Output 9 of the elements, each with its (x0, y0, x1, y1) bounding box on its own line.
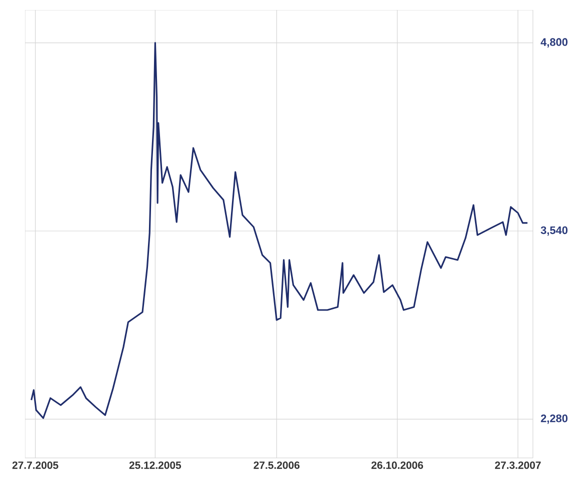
line-series (30, 42, 528, 419)
x-tick-label: 25.12.2005 (129, 462, 182, 469)
x-tick-label: 27.7.2005 (12, 462, 58, 469)
x-tick-label: 27.3.2007 (495, 462, 541, 469)
x-tick-label: 26.10.2006 (371, 462, 424, 469)
y-tick-label: 3,540 (540, 226, 568, 236)
y-tick-label: 4,800 (540, 38, 568, 48)
y-tick-label: 2,280 (540, 414, 568, 424)
x-tick-label: 27.5.2006 (254, 462, 300, 469)
